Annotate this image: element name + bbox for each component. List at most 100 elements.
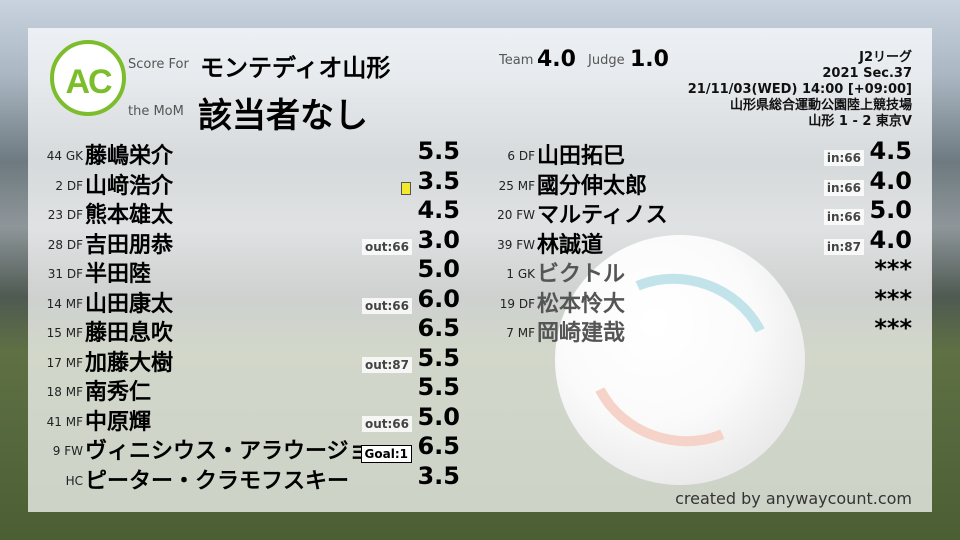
goal-badge: Goal:1 xyxy=(360,445,412,463)
number-position: 18 MF xyxy=(46,385,83,399)
datetime: 21/11/03(WED) 14:00 [+09:00] xyxy=(687,82,912,97)
number-position: 44 GK xyxy=(46,149,83,163)
credit: created by anywaycount.com xyxy=(675,489,912,508)
judge-score: 1.0 xyxy=(630,47,669,72)
number-position: 31 DF xyxy=(47,267,83,281)
number-position: 23 DF xyxy=(47,208,83,222)
sub-badge: in:87 xyxy=(823,238,864,255)
player-row: 28 DF 吉田朋恭 out:66 3.0 xyxy=(40,225,460,258)
judge-label: Judge xyxy=(588,53,625,68)
sub-badge: in:66 xyxy=(823,209,864,225)
number-position: 9 FW xyxy=(52,444,83,458)
player-score: *** xyxy=(874,314,912,342)
player-name: 藤嶋栄介 xyxy=(85,144,174,169)
player-name: マルティノス xyxy=(537,203,668,228)
player-score: 3.0 xyxy=(417,225,460,254)
player-name: ビクトル xyxy=(537,262,626,287)
player-name: 山田康太 xyxy=(85,291,174,317)
number-position: 2 DF xyxy=(55,178,83,193)
player-score: 4.5 xyxy=(869,137,912,165)
player-name: 加藤大樹 xyxy=(85,350,174,376)
match-info: J2リーグ 2021 Sec.37 21/11/03(WED) 14:00 [+… xyxy=(688,50,912,130)
player-score: 4.0 xyxy=(869,225,912,254)
team-name: モンテディオ山形 xyxy=(200,54,391,82)
number-position: HC xyxy=(65,473,83,488)
logo-text: AC xyxy=(65,63,112,101)
team-label: Team xyxy=(499,53,534,68)
mom-label: the MoM xyxy=(128,104,184,119)
player-name: 岡崎建哉 xyxy=(537,321,626,346)
sub-badge: out:66 xyxy=(361,415,412,432)
player-score: 5.5 xyxy=(417,137,460,165)
player-name: ヴィニシウス・アラウージョ xyxy=(85,439,371,464)
player-score: 6.0 xyxy=(417,284,460,313)
player-row: 19 DF 松本怜大 *** xyxy=(492,284,912,317)
player-row: 44 GK 藤嶋栄介 5.5 xyxy=(40,137,460,169)
player-row: 15 MF 藤田息吹 6.5 xyxy=(40,314,460,346)
player-row: HC ピーター・クラモフスキー 3.5 xyxy=(40,461,460,494)
score-panel xyxy=(28,28,932,512)
score-for-label: Score For xyxy=(128,57,189,72)
player-score: *** xyxy=(874,284,912,313)
number-position: 7 MF xyxy=(506,326,535,340)
season: 2021 Sec.37 xyxy=(822,66,912,81)
player-name: 國分伸太郎 xyxy=(537,173,648,199)
yellow-card-icon xyxy=(401,181,411,195)
player-score: 5.5 xyxy=(417,343,460,372)
player-row: 6 DF 山田拓巳 in:66 4.5 xyxy=(492,137,912,169)
player-score: 4.0 xyxy=(869,166,912,195)
player-score: 5.0 xyxy=(417,255,460,283)
sub-badge: in:66 xyxy=(823,179,864,196)
number-position: 17 MF xyxy=(46,355,83,370)
player-row: 23 DF 熊本雄太 4.5 xyxy=(40,196,460,228)
player-score: 6.5 xyxy=(417,432,460,460)
number-position: 6 DF xyxy=(507,149,535,163)
player-name: 南秀仁 xyxy=(85,380,152,405)
player-row: 18 MF 南秀仁 5.5 xyxy=(40,373,460,405)
venue: 山形県総合運動公園陸上競技場 xyxy=(729,98,912,113)
team-score: 4.0 xyxy=(537,47,576,72)
player-row: 31 DF 半田陸 5.0 xyxy=(40,255,460,287)
number-position: 1 GK xyxy=(506,267,535,281)
number-position: 15 MF xyxy=(46,326,83,340)
player-score: 3.5 xyxy=(417,166,460,195)
number-position: 19 DF xyxy=(499,296,535,311)
result: 山形 1 - 2 東京V xyxy=(808,114,912,129)
sub-badge: out:87 xyxy=(361,356,412,373)
player-name: 藤田息吹 xyxy=(85,321,174,346)
player-score: 6.5 xyxy=(417,314,460,342)
number-position: 20 FW xyxy=(497,208,535,222)
player-row: 2 DF 山﨑浩介 3.5 xyxy=(40,166,460,199)
player-score: 4.5 xyxy=(417,196,460,224)
player-name: 山﨑浩介 xyxy=(85,173,174,199)
number-position: 28 DF xyxy=(47,237,83,252)
player-name: ピーター・クラモフスキー xyxy=(85,468,350,494)
player-score: *** xyxy=(874,255,912,283)
player-row: 25 MF 國分伸太郎 in:66 4.0 xyxy=(492,166,912,199)
player-name: 松本怜大 xyxy=(537,291,626,317)
player-name: 熊本雄太 xyxy=(85,203,174,228)
player-name: 吉田朋恭 xyxy=(85,232,174,258)
player-score: 5.5 xyxy=(417,373,460,401)
player-name: 林誠道 xyxy=(537,232,604,258)
number-position: 41 MF xyxy=(46,414,83,429)
player-row: 39 FW 林誠道 in:87 4.0 xyxy=(492,225,912,258)
player-row: 20 FW マルティノス in:66 5.0 xyxy=(492,196,912,228)
player-score: 3.5 xyxy=(417,461,460,490)
player-row: 14 MF 山田康太 out:66 6.0 xyxy=(40,284,460,317)
player-name: 中原輝 xyxy=(85,409,152,435)
mom-name: 該当者なし xyxy=(198,96,368,136)
player-row: 17 MF 加藤大樹 out:87 5.5 xyxy=(40,343,460,376)
player-name: 半田陸 xyxy=(85,262,152,287)
player-row: 41 MF 中原輝 out:66 5.0 xyxy=(40,402,460,435)
player-name: 山田拓巳 xyxy=(537,144,626,169)
player-row: 9 FW ヴィニシウス・アラウージョ Goal:1 6.5 xyxy=(40,432,460,464)
league: J2リーグ xyxy=(859,50,912,65)
anywaycount-logo: AC xyxy=(50,40,126,116)
sub-badge: out:66 xyxy=(361,297,412,314)
player-score: 5.0 xyxy=(417,402,460,431)
sub-badge: out:66 xyxy=(361,238,412,255)
player-row: 7 MF 岡崎建哉 *** xyxy=(492,314,912,346)
player-row: 1 GK ビクトル *** xyxy=(492,255,912,287)
player-score: 5.0 xyxy=(869,196,912,224)
